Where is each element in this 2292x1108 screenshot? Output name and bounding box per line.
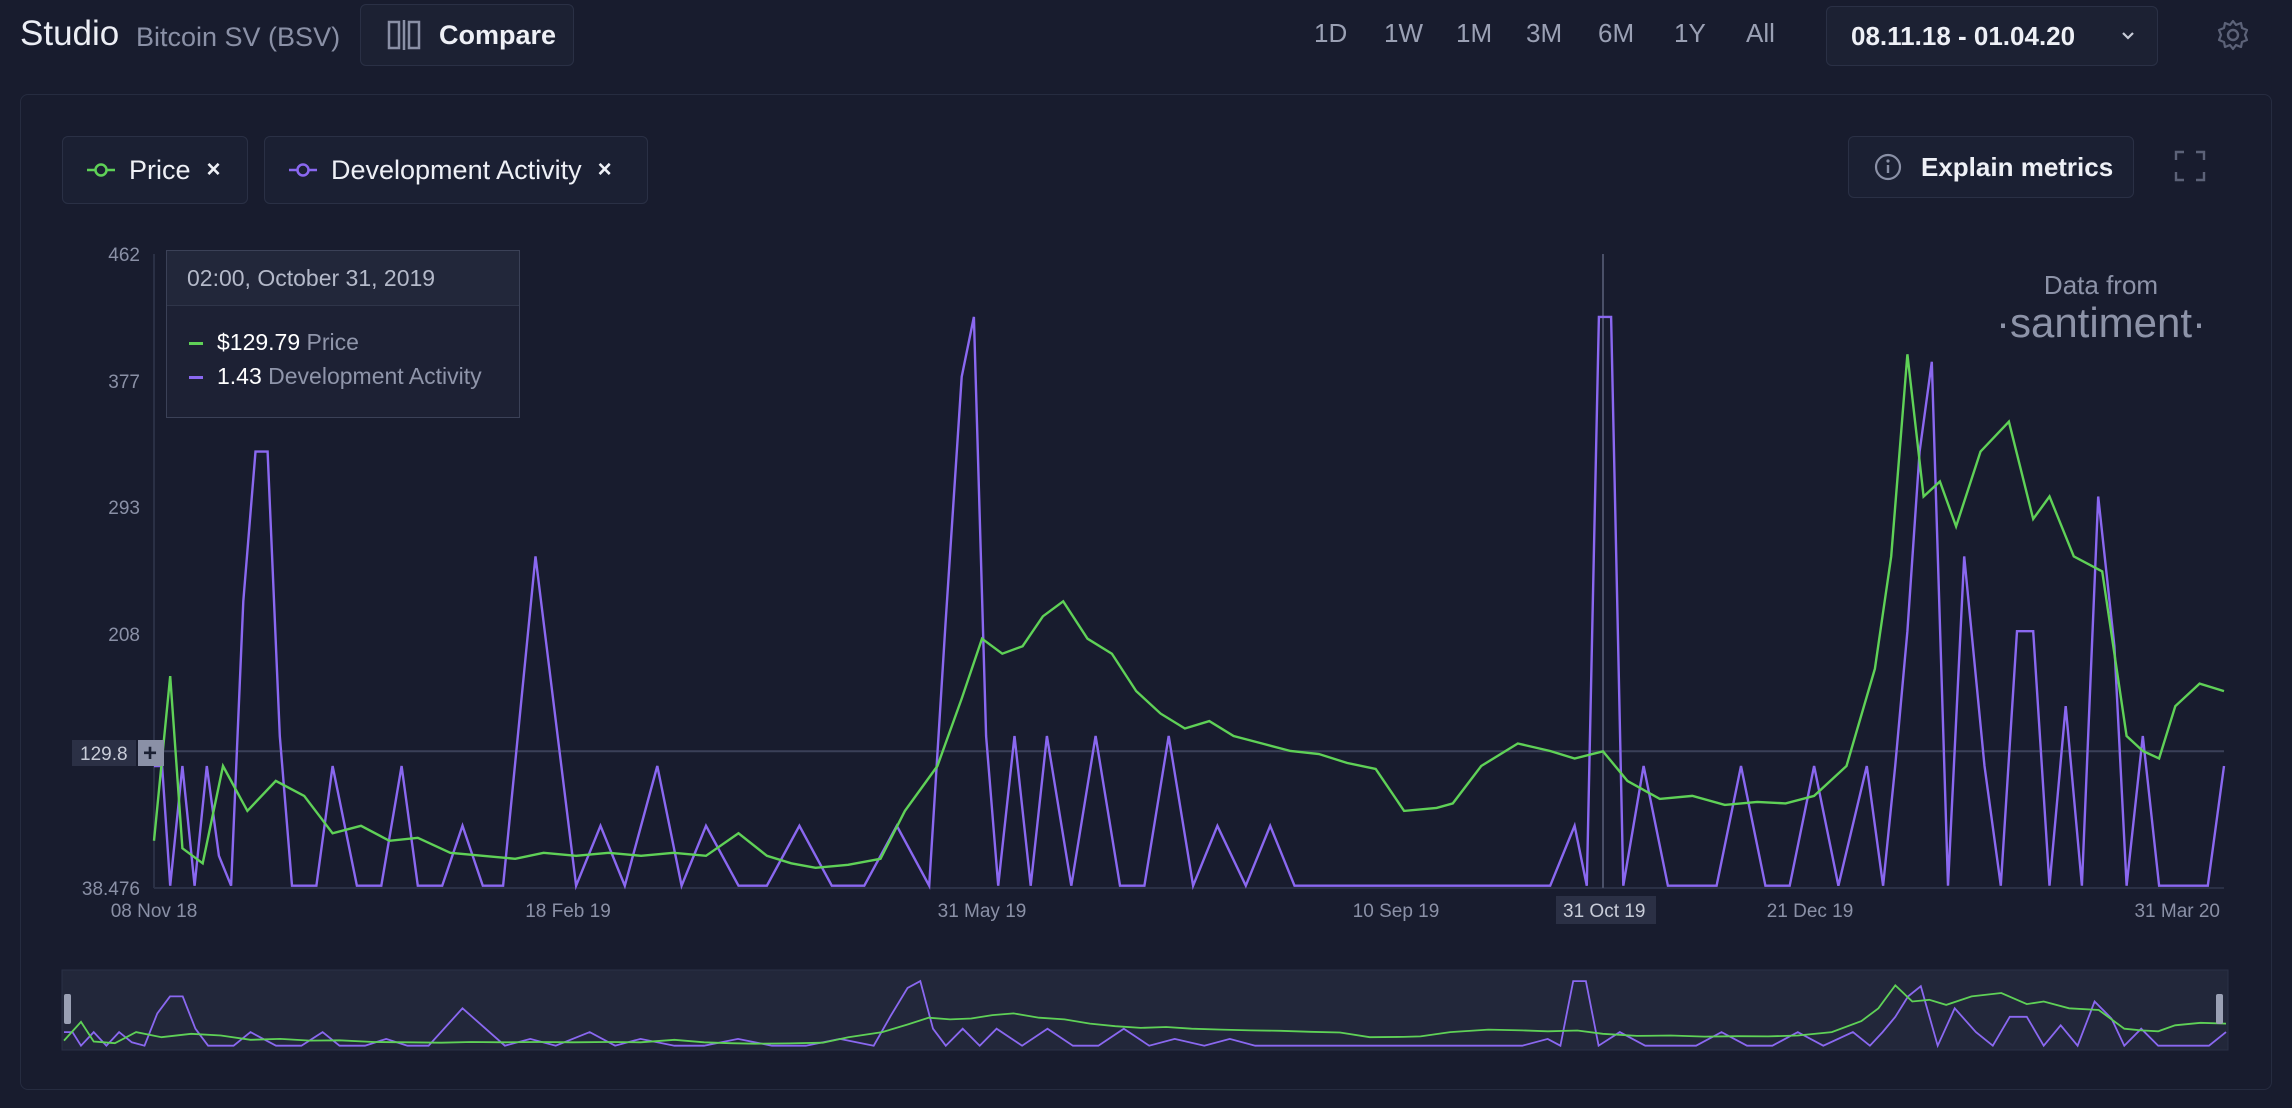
y-tick-label: 462 — [108, 245, 140, 266]
x-axis: 08 Nov 18 18 Feb 19 31 May 19 10 Sep 19 21 D… — [111, 901, 2220, 922]
studio-title: Studio — [20, 14, 120, 53]
gear-icon[interactable] — [2216, 18, 2250, 52]
tooltip-datetime: 02:00, October 31, 2019 — [167, 251, 519, 306]
range-1w[interactable]: 1W — [1384, 18, 1423, 48]
range-1d[interactable]: 1D — [1314, 18, 1348, 48]
range-all[interactable]: All — [1746, 18, 1775, 48]
plus-icon: + — [143, 740, 157, 767]
navigator-dev-activity-line — [64, 979, 2227, 1049]
series-price-line — [152, 354, 2225, 870]
top-bar: Studio Bitcoin SV (BSV) Compare 1D 1W 1M… — [0, 0, 2292, 80]
navigator-right-handle[interactable] — [2216, 994, 2223, 1024]
timeline-navigator[interactable] — [61, 969, 2229, 1051]
navigator-price-line — [63, 984, 2227, 1045]
date-range-select[interactable]: 08.11.18 - 01.04.20 — [1826, 6, 2158, 66]
x-tick-label: 08 Nov 18 — [111, 901, 198, 922]
series-dev-activity-line — [154, 315, 2226, 891]
tooltip-price-value: $129.79 — [217, 329, 301, 355]
crosshair-x-value: 31 Oct 19 — [1563, 901, 1645, 922]
tooltip-dev-label: Development Activity — [268, 363, 482, 389]
price-series-icon — [87, 163, 115, 177]
metric-chip-price[interactable]: Price × — [62, 136, 248, 204]
x-tick-label: 31 May 19 — [938, 901, 1027, 922]
y-tick-label: 377 — [108, 372, 140, 393]
range-1m[interactable]: 1M — [1456, 18, 1493, 48]
y-tick-label: 293 — [108, 498, 140, 519]
date-range-value: 08.11.18 - 01.04.20 — [1851, 21, 2076, 51]
x-tick-label: 31 Mar 20 — [2134, 901, 2220, 922]
remove-price-icon[interactable]: × — [206, 156, 221, 183]
chevron-down-icon — [2122, 32, 2134, 40]
x-tick-label: 18 Feb 19 — [525, 901, 611, 922]
crosshair-y-value: 129.8 — [80, 744, 128, 765]
metric-chip-label: Price — [129, 154, 191, 185]
y-tick-label: 38.476 — [82, 879, 140, 900]
compare-icon — [387, 20, 421, 50]
tooltip-price-label: Price — [306, 329, 359, 355]
x-tick-label: 21 Dec 19 — [1767, 901, 1854, 922]
explain-metrics-label: Explain metrics — [1921, 151, 2114, 182]
range-6m[interactable]: 6M — [1598, 18, 1635, 48]
santiment-watermark: Data from ·santiment· — [1986, 270, 2216, 347]
compare-button[interactable]: Compare — [360, 4, 574, 66]
remove-dev-activity-icon[interactable]: × — [597, 156, 612, 183]
crosshair-x-label: 31 Oct 19 — [1556, 896, 1656, 924]
santiment-logo: ·santiment· — [1995, 299, 2207, 346]
x-tick-label: 10 Sep 19 — [1353, 901, 1440, 922]
navigator-left-handle[interactable] — [64, 994, 71, 1024]
price-swatch — [189, 342, 203, 346]
y-tick-label: 208 — [108, 625, 140, 646]
range-3m[interactable]: 3M — [1526, 18, 1563, 48]
compare-label: Compare — [439, 19, 557, 50]
explain-metrics-button[interactable]: Explain metrics — [1848, 136, 2134, 198]
tooltip-dev-row: 1.43 Development Activity — [189, 363, 482, 390]
fullscreen-icon[interactable] — [2174, 150, 2206, 182]
tooltip-dev-value: 1.43 — [217, 363, 262, 389]
y-axis: 462 377 293 208 38.476 — [82, 245, 2224, 900]
range-1y[interactable]: 1Y — [1674, 18, 1706, 48]
metric-chip-dev-activity[interactable]: Development Activity × — [264, 136, 648, 204]
dev-activity-series-icon — [289, 163, 317, 177]
watermark-line1: Data from — [2043, 270, 2159, 300]
crosshair-y-label: 129.8 + — [72, 740, 164, 767]
chart-tooltip: 02:00, October 31, 2019 $129.79 Price 1.… — [166, 250, 520, 418]
dev-swatch — [189, 376, 203, 380]
add-signal-button[interactable] — [138, 740, 164, 766]
asset-name: Bitcoin SV (BSV) — [136, 22, 341, 52]
tooltip-price-row: $129.79 Price — [189, 329, 359, 356]
info-icon — [1874, 153, 1902, 181]
metric-chip-label: Development Activity — [331, 154, 582, 185]
